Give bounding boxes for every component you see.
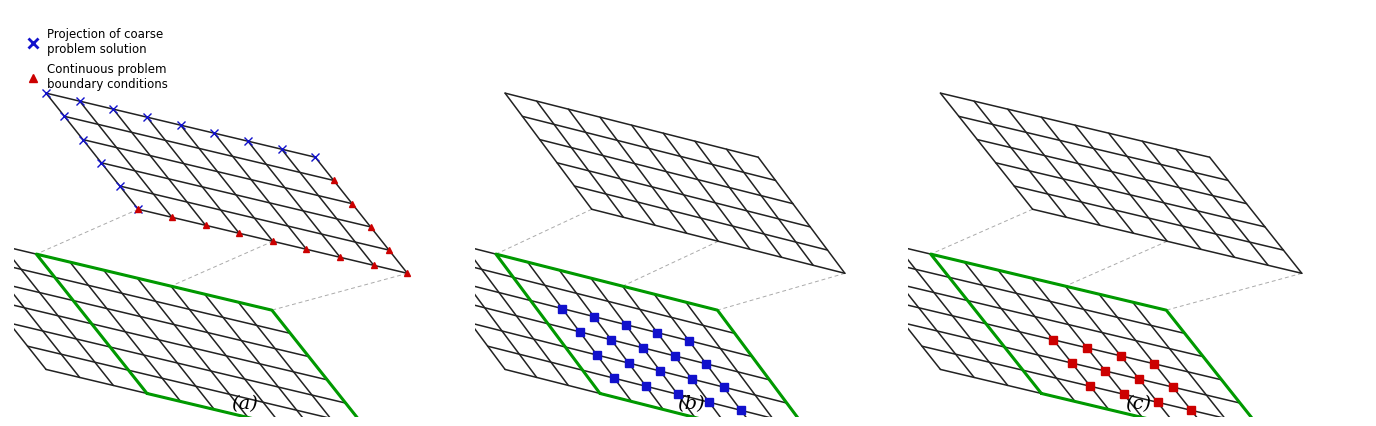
Text: (c): (c) — [1126, 395, 1152, 414]
Text: (a): (a) — [231, 395, 257, 414]
Text: (b): (b) — [677, 395, 706, 414]
Legend: Projection of coarse
problem solution, Continuous problem
boundary conditions: Projection of coarse problem solution, C… — [19, 23, 172, 95]
